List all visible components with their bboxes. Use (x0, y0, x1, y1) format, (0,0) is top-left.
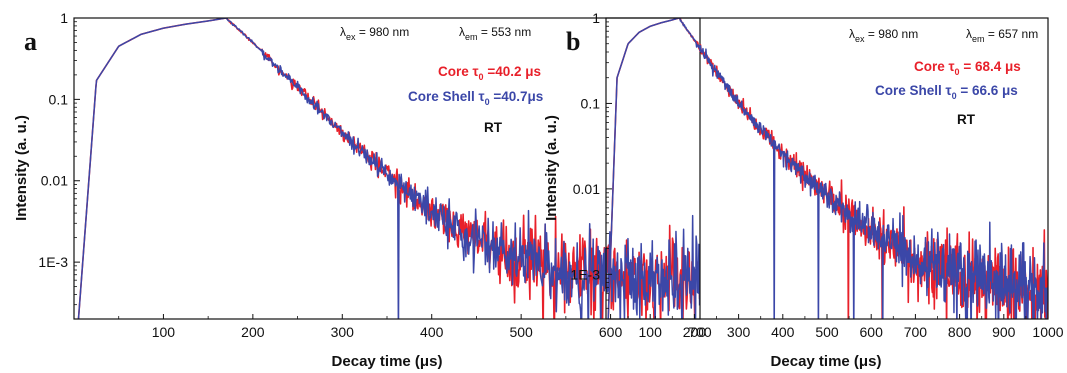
panel-b-y-tick-label: 1 (592, 10, 600, 26)
panel-b-x-tick-label: 400 (771, 324, 795, 340)
panel-b-x-tick-label: 700 (904, 324, 928, 340)
panel-b-core-shell-lifetime-label: Core Shell τ0 = 66.6 μs (875, 83, 1018, 101)
panel-b-x-tick-label: 600 (860, 324, 884, 340)
panel-a-excitation-label: λex = 980 nm (340, 25, 409, 42)
panel-b-core-lifetime-label: Core τ0 = 68.4 μs (914, 59, 1021, 77)
panel-b-series-group (607, 18, 1048, 319)
panel-a-x-tick-label: 300 (331, 324, 355, 340)
panel-b-x-ticks: 100 200 300 400 500 600 700 800 900 1000 (627, 314, 1064, 340)
panel-a-series-group (77, 18, 700, 319)
panel-a-temperature-label: RT (484, 120, 503, 135)
panel-b-temperature-label: RT (957, 112, 976, 127)
panel-a-y-tick-label: 0.1 (49, 91, 69, 107)
panel-b-x-tick-label: 1000 (1032, 324, 1063, 340)
panel-b-excitation-label: λex = 980 nm (849, 27, 918, 44)
panel-b-x-tick-label: 800 (948, 324, 972, 340)
panel-a-core-shell-lifetime-label: Core Shell τ0 =40.7μs (408, 89, 543, 107)
panel-b-x-tick-label: 900 (992, 324, 1016, 340)
panel-a-series-core-shell (77, 18, 700, 319)
panel-b-x-axis-title: Decay time (μs) (771, 353, 882, 370)
panel-b-y-ticks: 1 0.1 0.01 1E-3 (570, 10, 612, 309)
panel-b-letter: b (566, 27, 580, 56)
panel-a-y-axis-title: Intensity (a. u.) (13, 115, 30, 221)
panel-a-x-tick-label: 200 (241, 324, 265, 340)
panel-b-emission-label: λem = 657 nm (966, 27, 1038, 44)
panel-a-x-tick-label: 100 (152, 324, 176, 340)
panel-a-x-tick-label: 600 (599, 324, 623, 340)
panel-a-x-ticks: 100 200 300 400 500 600 700 (118, 314, 712, 340)
panel-b-y-tick-label: 1E-3 (570, 266, 600, 282)
panel-b-y-axis-title: Intensity (a. u.) (543, 115, 560, 221)
panel-a-letter: a (24, 27, 37, 56)
panel-b-x-tick-label: 500 (815, 324, 839, 340)
panel-a-y-tick-label: 1 (60, 10, 68, 26)
panel-a-emission-label: λem = 553 nm (459, 25, 531, 42)
panel-a-y-tick-label: 0.01 (41, 173, 68, 189)
panel-a: 100 200 300 400 500 600 700 1 0.1 0.01 1E-3 a Dec… (13, 10, 712, 370)
panel-b-x-tick-label: 300 (727, 324, 751, 340)
panel-b-series-core-shell (607, 18, 1048, 319)
panel-a-core-lifetime-label: Core τ0 =40.2 μs (438, 64, 541, 82)
panel-b-x-tick-label: 200 (683, 324, 707, 340)
panel-b-y-tick-label: 0.01 (573, 181, 600, 197)
panel-b-y-tick-label: 0.1 (581, 95, 601, 111)
panel-b-x-tick-label: 100 (639, 324, 663, 340)
panel-b: 100 200 300 400 500 600 700 800 900 1000 1 0.1 0.01… (543, 10, 1064, 370)
panel-a-x-tick-label: 400 (420, 324, 444, 340)
panel-a-y-tick-label: 1E-3 (38, 254, 68, 270)
panel-a-x-axis-title: Decay time (μs) (332, 353, 443, 370)
panel-a-x-tick-label: 500 (509, 324, 533, 340)
panel-a-y-ticks: 1 0.1 0.01 1E-3 (38, 10, 80, 306)
panel-a-x-tick-label: 700 (688, 324, 712, 340)
